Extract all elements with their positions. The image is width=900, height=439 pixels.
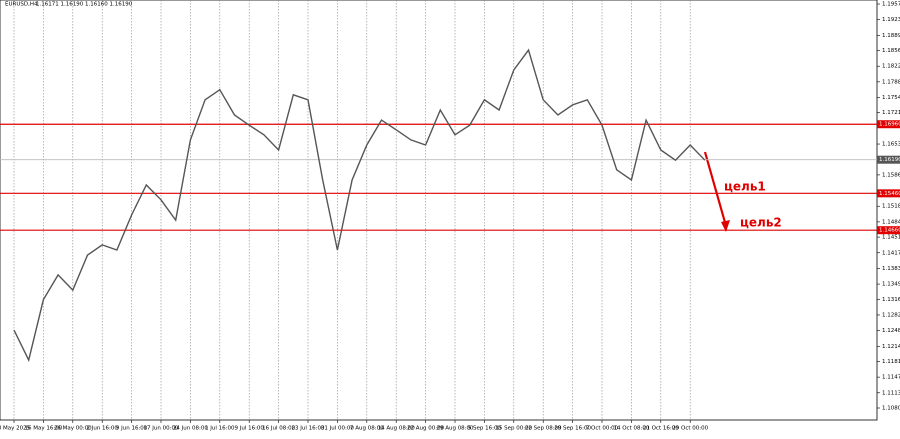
x-tick-label: 2 Jun 16:00 [86, 426, 118, 432]
x-tick-label: 7 Aug 08:00 [350, 426, 384, 432]
x-tick-label: 14 Aug 08:00 [378, 426, 416, 432]
x-tick-label: 1 Jul 16:00 [205, 426, 235, 432]
x-tick-label: 14 Oct 08:00 [613, 426, 649, 432]
x-tick-label: 15 Sep 00:00 [495, 426, 532, 432]
y-tick-label: 1.10800 [882, 406, 900, 412]
y-tick-label: 1.14510 [882, 235, 900, 241]
level-label-box [877, 120, 900, 129]
target-2: цель2 [740, 216, 782, 230]
current-price-box [877, 155, 900, 164]
y-tick-label: 1.12140 [882, 344, 900, 350]
x-tick-label: 8 May 2025 [0, 426, 31, 432]
y-tick-label: 1.16530 [882, 142, 900, 148]
y-tick-label: 1.13490 [882, 282, 900, 288]
ohlc-values: 1.16171 1.16190 1.16160 1.16190 [36, 2, 133, 8]
plot-frame [0, 0, 878, 421]
target-arrow [703, 151, 728, 227]
price-line [13, 48, 706, 363]
y-tick-label: 1.12480 [882, 328, 900, 334]
y-tick-label: 1.15180 [882, 204, 900, 210]
x-tick-label: 26 May 00:00 [54, 426, 92, 432]
chart-title: EURUSD,H4 [5, 2, 38, 8]
x-tick-label: 5 Sep 16:00 [468, 426, 502, 432]
x-tick-label: 9 Jun 16:00 [116, 426, 148, 432]
current-price-label: 1.16190 [879, 157, 900, 163]
y-tick-label: 1.19570 [882, 2, 900, 8]
x-tick-label: 16 Jul 08:00 [262, 426, 295, 432]
x-tick-label: 7 Oct 00:00 [586, 426, 619, 432]
y-tick-label: 1.12820 [882, 312, 900, 318]
x-tick-label: 22 Aug 00:00 [407, 426, 445, 432]
y-tick-label: 1.18560 [882, 48, 900, 54]
x-tick-label: 29 Sep 16:00 [554, 426, 591, 432]
x-tick-label: 9 Jul 16:00 [234, 426, 264, 432]
level-label: 1.14660 [879, 228, 900, 234]
x-tick-label: 21 Oct 16:00 [643, 426, 679, 432]
x-tick-label: 16 May 16:00 [25, 426, 63, 432]
y-tick-label: 1.11470 [882, 375, 900, 381]
y-tick-label: 1.14170 [882, 250, 900, 256]
target-1: цель1 [724, 180, 766, 194]
y-tick-label: 1.13830 [882, 266, 900, 272]
y-tick-label: 1.17210 [882, 110, 900, 116]
x-tick-label: 22 Sep 08:00 [525, 426, 562, 432]
y-tick-label: 1.18890 [882, 33, 900, 39]
x-tick-label: 17 Jun 00:00 [144, 426, 179, 432]
x-tick-label: 24 Jun 08:00 [173, 426, 208, 432]
x-tick-label: 29 Aug 08:00 [436, 426, 474, 432]
level-label-box [877, 226, 900, 235]
x-tick-label: 29 Oct 00:00 [672, 426, 708, 432]
level-label: 1.15460 [879, 191, 900, 197]
y-tick-label: 1.13160 [882, 297, 900, 303]
y-tick-label: 1.15860 [882, 172, 900, 178]
y-tick-label: 1.17540 [882, 95, 900, 101]
arrow-head [721, 220, 730, 232]
level-label-box [877, 189, 900, 198]
x-tick-label: 31 Jul 00:00 [321, 426, 354, 432]
y-tick-label: 1.11130 [882, 390, 900, 396]
y-tick-label: 1.11810 [882, 359, 900, 365]
level-label: 1.16960 [879, 122, 900, 128]
y-tick-label: 1.17880 [882, 79, 900, 85]
y-tick-label: 1.19230 [882, 17, 900, 23]
x-tick-label: 23 Jul 16:00 [292, 426, 325, 432]
y-tick-label: 1.14840 [882, 219, 900, 225]
y-tick-label: 1.18220 [882, 64, 900, 70]
